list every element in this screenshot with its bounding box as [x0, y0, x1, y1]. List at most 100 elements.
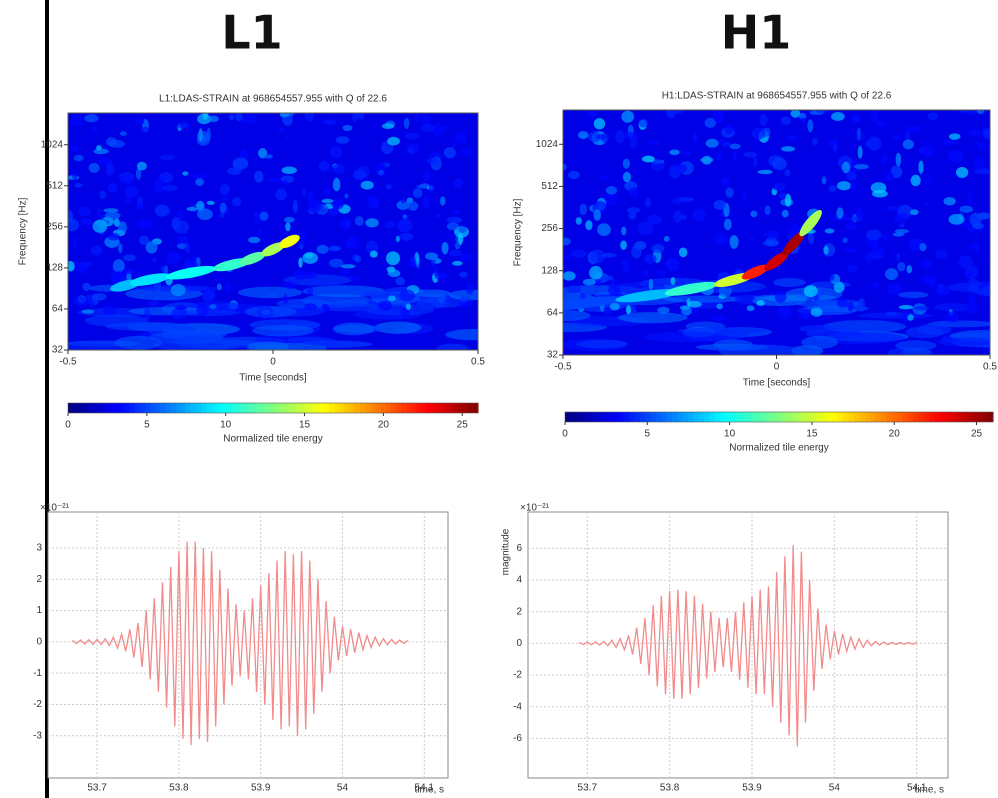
noise [827, 139, 838, 147]
noise [321, 303, 328, 310]
noise [909, 238, 923, 244]
noise [452, 260, 463, 266]
noise [821, 176, 827, 185]
noise [784, 169, 791, 177]
colorbar-cell [155, 403, 161, 413]
x-tick-label: 53.7 [87, 783, 107, 794]
colorbar-tick-label: 5 [645, 429, 651, 440]
noise [283, 293, 288, 305]
noise [162, 184, 178, 192]
panel-header: H1 [721, 6, 792, 60]
energy-tile [741, 264, 769, 280]
colorbar-cell [848, 412, 855, 422]
noise [105, 162, 115, 176]
noise [622, 158, 630, 169]
noise [871, 245, 885, 255]
noise [259, 211, 269, 221]
y-tick-label: 3 [36, 543, 42, 554]
noise [440, 126, 448, 131]
noise [781, 209, 789, 218]
colorbar-cell [191, 403, 197, 413]
noise [229, 114, 235, 121]
noise [715, 153, 724, 161]
noise [807, 230, 815, 245]
colorbar-cell [303, 403, 310, 413]
energy-tile [165, 265, 217, 280]
colorbar-cell [180, 403, 187, 413]
colorbar-cell [666, 412, 673, 422]
noise [644, 254, 657, 264]
noise [84, 114, 99, 123]
y-tick-label: 4 [516, 575, 522, 586]
y-tick-label: -4 [513, 701, 522, 712]
noise [284, 280, 296, 290]
y-tick-label: 64 [52, 304, 64, 315]
colorbar-tick-label: 10 [220, 420, 232, 431]
noise [201, 289, 216, 302]
noise [956, 167, 969, 178]
noise [195, 178, 204, 186]
colorbar-cell [98, 403, 105, 413]
colorbar-cell [570, 412, 577, 422]
colorbar-cell [591, 412, 598, 422]
noise [139, 235, 149, 245]
x-tick-label: 54.1 [415, 783, 435, 794]
noise [670, 277, 676, 286]
noise [179, 309, 240, 317]
noise [323, 188, 331, 195]
noise [605, 186, 618, 195]
noise [717, 138, 727, 144]
noise [437, 291, 445, 304]
noise [303, 340, 345, 347]
colorbar-cell [880, 412, 887, 422]
colorbar-cell [939, 412, 946, 422]
noise [582, 278, 596, 286]
noise [283, 216, 295, 223]
noise [898, 291, 929, 299]
noise [261, 309, 271, 315]
colorbar-tick-label: 0 [65, 420, 71, 431]
noise [853, 164, 869, 170]
noise [668, 165, 681, 179]
colorbar-cell [907, 412, 914, 422]
noise [872, 189, 888, 198]
colorbar-cell [714, 412, 721, 422]
y-tick-label: 1 [36, 605, 42, 616]
noise [918, 160, 924, 174]
noise [679, 305, 691, 310]
noise [943, 197, 956, 206]
noise [846, 265, 859, 273]
noise [123, 254, 136, 262]
noise [757, 169, 773, 175]
y-tick-label: -1 [33, 668, 42, 679]
noise [446, 222, 459, 231]
noise [305, 270, 317, 280]
noise [942, 139, 958, 146]
colorbar-cell [629, 412, 636, 422]
noise [446, 216, 463, 224]
noise [958, 255, 973, 269]
noise [563, 290, 568, 298]
y-tick-label: 256 [541, 223, 558, 234]
colorbar-cell [741, 412, 748, 422]
noise [692, 208, 706, 222]
noise [905, 125, 921, 133]
noise [847, 301, 854, 312]
colorbar-cell [896, 412, 903, 422]
noise [188, 259, 195, 267]
colorbar-cell [426, 403, 433, 413]
noise [395, 276, 405, 286]
colorbar-cell [843, 412, 850, 422]
noise [704, 117, 716, 128]
noise [214, 276, 225, 282]
noise [308, 191, 314, 202]
y-tick-label: 2 [36, 574, 42, 585]
noise [173, 220, 190, 234]
y-tick-label: -3 [33, 730, 42, 741]
y-axis-label: Frequency [Hz] [18, 197, 29, 265]
colorbar-cell [278, 403, 284, 413]
noise [563, 163, 567, 171]
noise [906, 265, 913, 274]
noise [369, 250, 378, 258]
noise [402, 214, 408, 219]
